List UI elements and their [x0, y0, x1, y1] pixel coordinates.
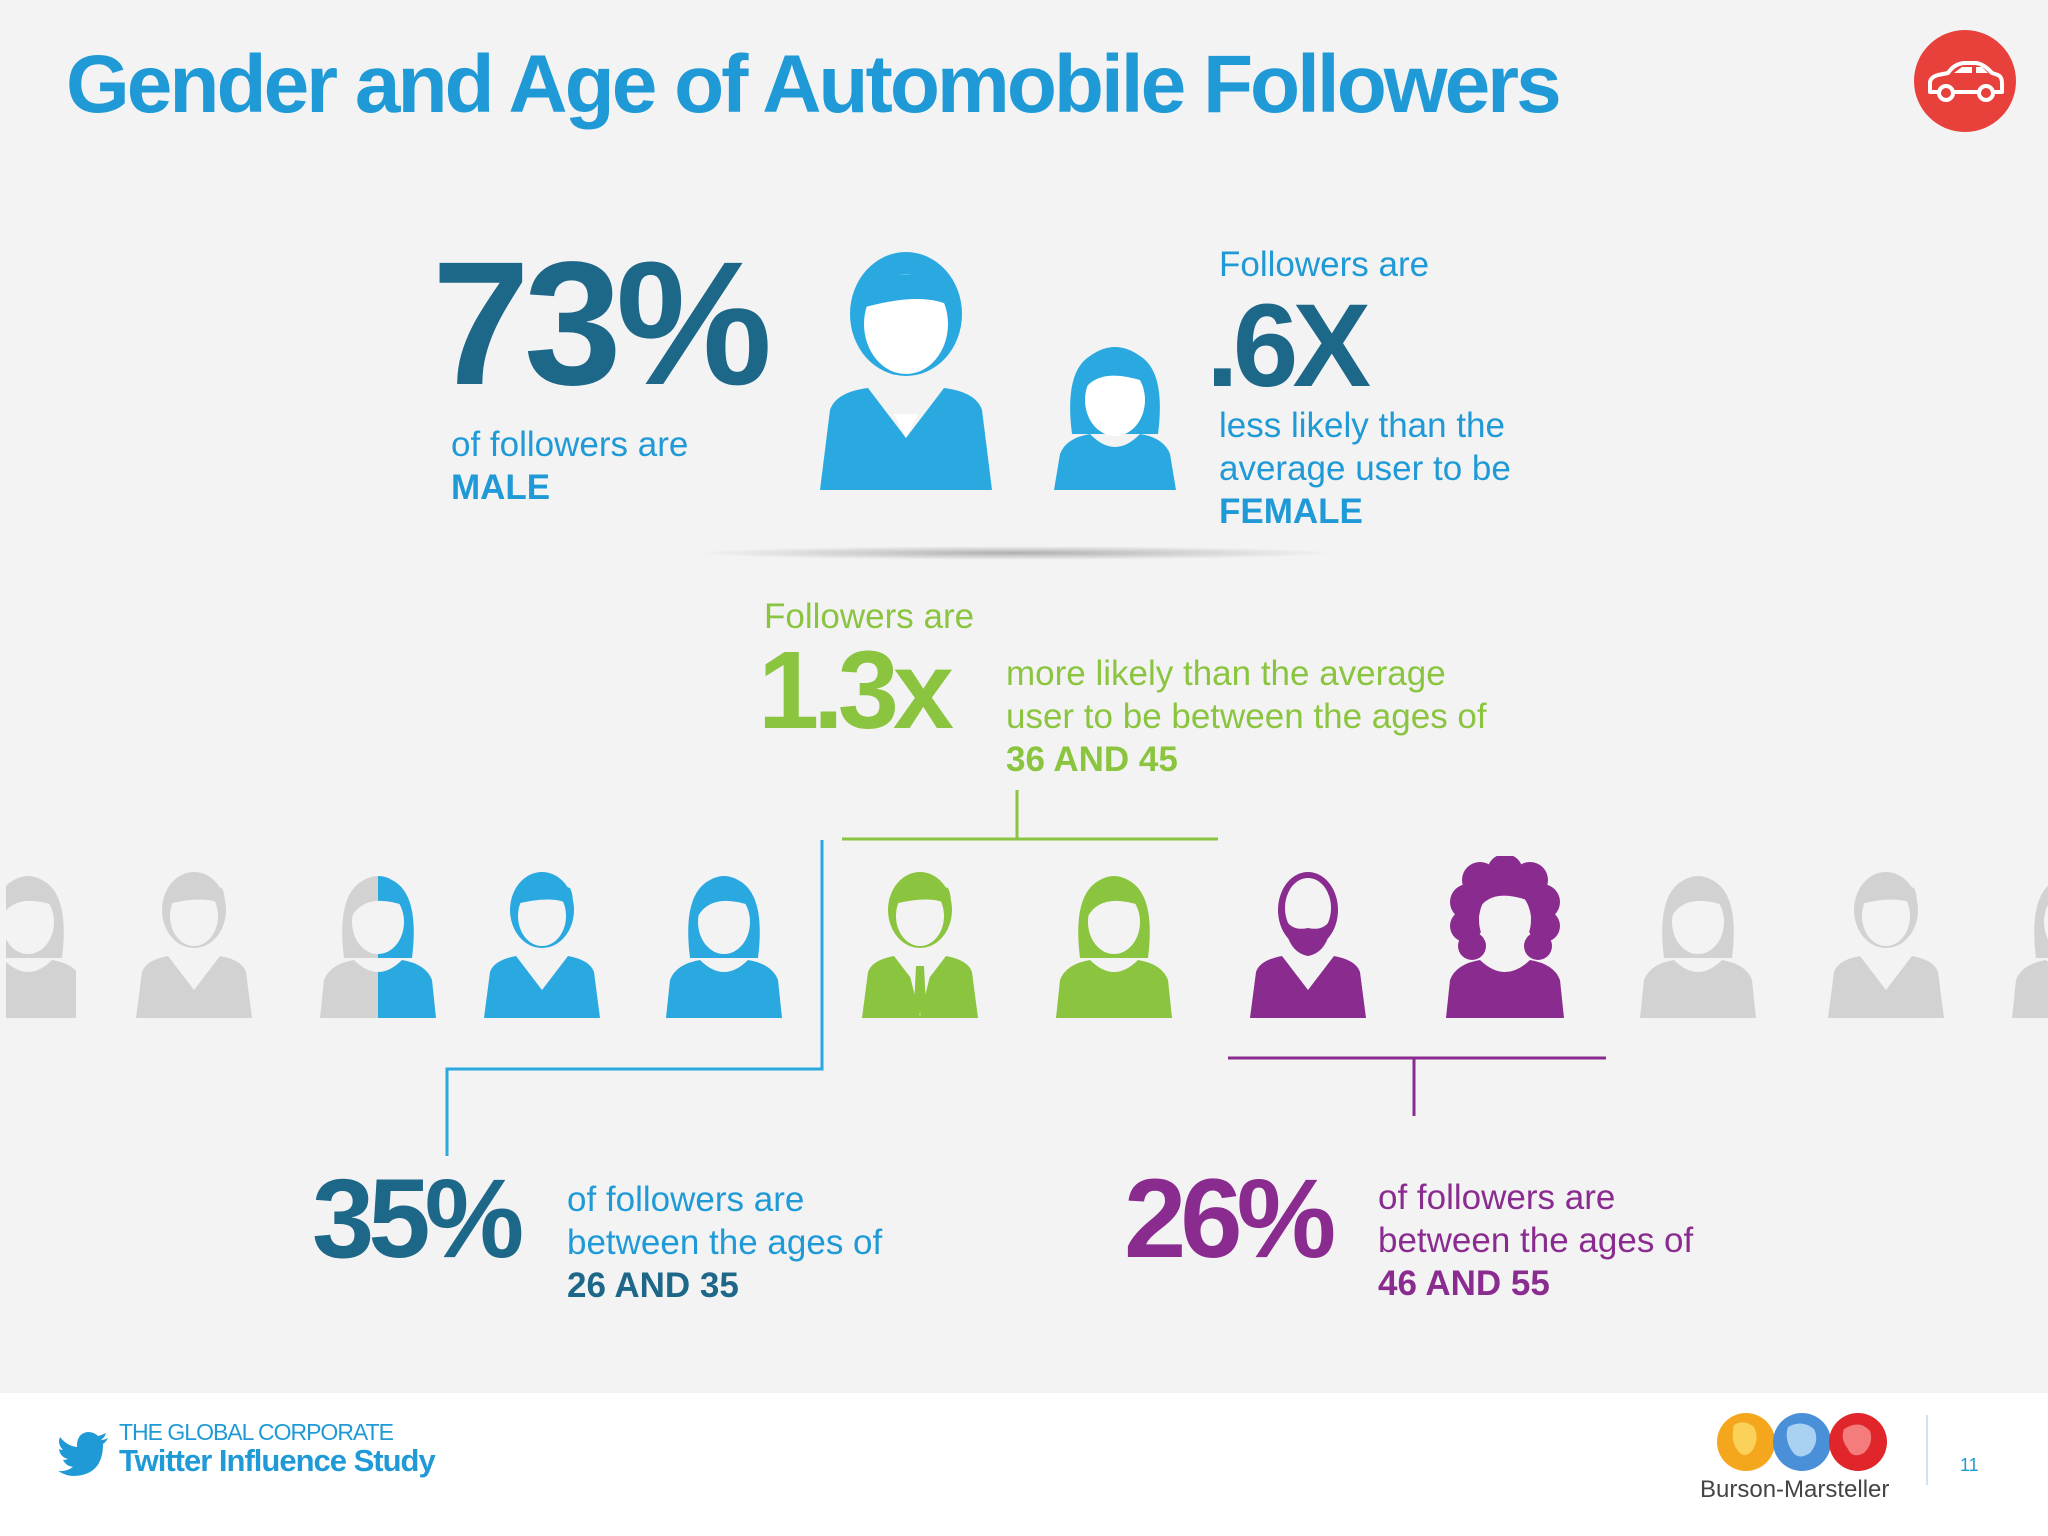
purple-curly-female-person-icon — [1446, 856, 1564, 1018]
car-icon — [1914, 30, 2016, 132]
page-title: Gender and Age of Automobile Followers — [66, 39, 1562, 130]
green-female-person-icon — [1056, 876, 1172, 1018]
female-text-line1: less likely than the — [1219, 406, 1505, 445]
age-46-55-percent: 26% — [1124, 1156, 1336, 1281]
male-person-icon — [820, 252, 992, 490]
age-46-55-emphasis: 46 AND 55 — [1378, 1264, 1550, 1303]
green-male-person-icon — [862, 872, 978, 1018]
page-number: 11 — [1960, 1455, 1979, 1475]
age-26-35-percent: 35% — [312, 1156, 524, 1281]
burson-marsteller-logo — [1717, 1413, 1887, 1471]
age-36-45-emphasis: 36 AND 45 — [1006, 740, 1178, 779]
gray-female-person-icon — [6, 876, 76, 1018]
female-person-icon — [1054, 347, 1176, 490]
blue-female-person-icon — [666, 876, 782, 1018]
male-text-line1: of followers are — [451, 425, 689, 464]
age-36-45-text-line1: more likely than the average — [1006, 654, 1446, 693]
purple-bearded-male-person-icon — [1250, 872, 1366, 1018]
blue-male-person-icon — [484, 872, 600, 1018]
male-percent: 73% — [432, 226, 772, 422]
female-multiplier: .6X — [1206, 280, 1371, 412]
female-emphasis: FEMALE — [1219, 492, 1363, 531]
female-intro: Followers are — [1219, 245, 1430, 284]
age-26-35-emphasis: 26 AND 35 — [567, 1266, 739, 1305]
gray-male-person-icon — [136, 872, 252, 1018]
bracket-lines — [445, 790, 1606, 1156]
age-46-55-text-line1: of followers are — [1378, 1178, 1616, 1217]
half-blue-female-person-icon — [320, 876, 436, 1018]
gray-female-person-icon-right — [1640, 876, 1756, 1018]
gray-female-person-icon-edge — [2012, 885, 2048, 1018]
twitter-bird-icon — [58, 1432, 108, 1476]
gray-male-person-icon-right — [1828, 872, 1944, 1018]
age-26-35-text-line1: of followers are — [567, 1180, 805, 1219]
male-emphasis: MALE — [451, 468, 551, 507]
study-line1: THE GLOBAL CORPORATE — [119, 1419, 394, 1445]
female-text-line2: average user to be — [1219, 449, 1511, 488]
age-36-45-intro: Followers are — [764, 597, 975, 636]
footer-divider — [1926, 1415, 1928, 1485]
study-line2: Twitter Influence Study — [119, 1443, 436, 1478]
age-36-45-multiplier: 1.3x — [758, 629, 954, 752]
age-36-45-text-line2: user to be between the ages of — [1006, 697, 1487, 736]
section-divider — [690, 546, 1340, 560]
age-26-35-text-line2: between the ages of — [567, 1223, 883, 1262]
brand-name: Burson-Marsteller — [1700, 1476, 1890, 1503]
footer: THE GLOBAL CORPORATE Twitter Influence S… — [0, 1393, 2048, 1536]
age-46-55-text-line2: between the ages of — [1378, 1221, 1694, 1260]
